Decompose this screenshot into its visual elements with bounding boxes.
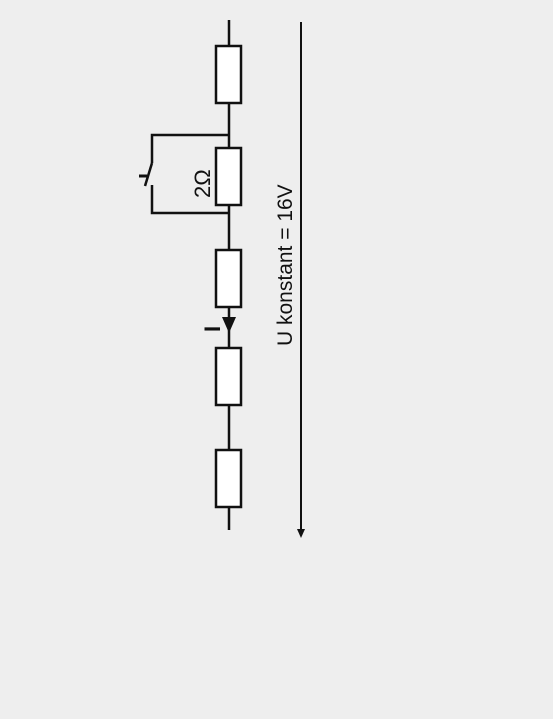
- resistor-5: [214, 448, 243, 509]
- resistor-2: [214, 146, 243, 207]
- resistor-3: [214, 248, 243, 309]
- resistor-2-label: 2Ω: [190, 169, 215, 198]
- voltage-label: U konstant = 16V: [274, 184, 297, 346]
- voltage-arrowhead-icon: [297, 529, 305, 538]
- current-label: I: [200, 326, 225, 332]
- switch-icon: [139, 162, 154, 187]
- current-arrow-icon: [222, 317, 236, 333]
- bypass-wire-lower: [150, 185, 229, 215]
- resistor-1: [214, 44, 243, 105]
- resistor-4: [214, 346, 243, 407]
- bypass-wire: [150, 133, 229, 163]
